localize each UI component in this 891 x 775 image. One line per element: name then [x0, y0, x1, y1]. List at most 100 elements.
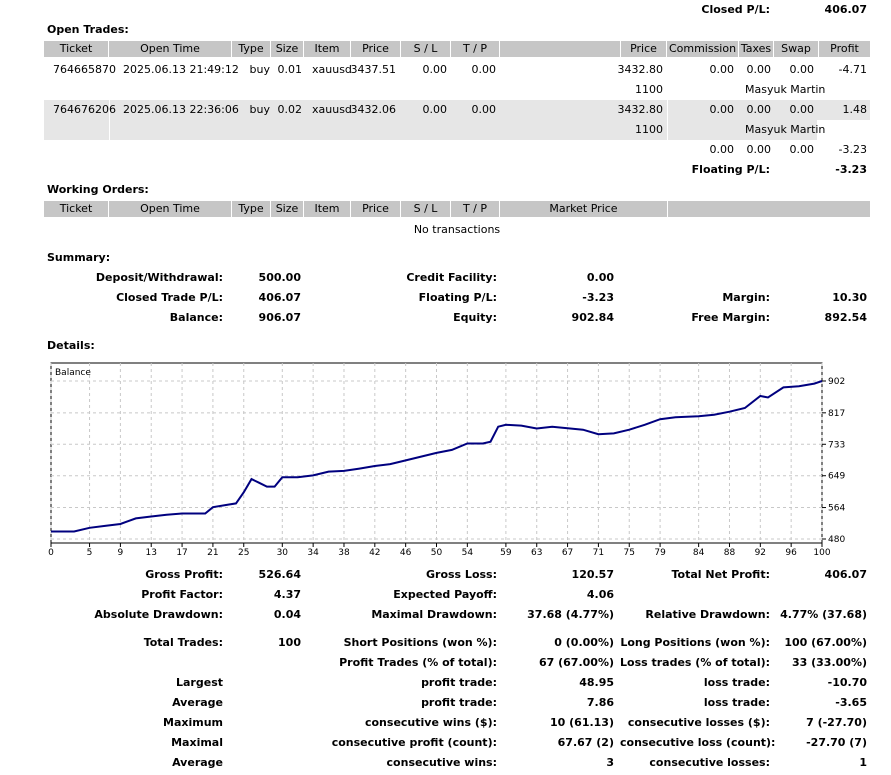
col-price: Price: [362, 202, 389, 215]
price-cell: 3437.51: [350, 63, 397, 76]
tp-cell: 0.00: [471, 63, 497, 76]
col-open-time: Open Time: [140, 42, 200, 55]
col-swap: Swap: [781, 42, 811, 55]
open-trades-header: Ticket Open Time Type Size Item Price S …: [44, 41, 870, 57]
col-commission: Commission: [668, 42, 737, 55]
gross-loss-label: Gross Loss:: [426, 568, 497, 581]
loss-trades-value: 33 (33.00%): [791, 656, 867, 669]
total-taxes: 0.00: [746, 143, 772, 156]
col-ticket: Ticket: [59, 42, 93, 55]
x-tick-label: 5: [87, 548, 93, 558]
relative-drawdown-label: Relative Drawdown:: [645, 608, 770, 621]
x-tick-label: 71: [593, 548, 604, 558]
col-size: Size: [275, 42, 299, 55]
col-sl: S / L: [413, 202, 438, 215]
col-taxes: Taxes: [740, 42, 772, 55]
absolute-drawdown-value: 0.04: [273, 608, 301, 621]
balance-chart: 0 5 9 13 17 21 25 30 34 38 42 46 50 54 59 63 67 71 75 79 84 8…: [48, 362, 845, 558]
col-type: Type: [238, 42, 264, 55]
x-tick-label: 96: [785, 548, 797, 558]
maximal-drawdown-value: 37.68 (4.77%): [527, 608, 614, 621]
x-tick-label: 67: [562, 548, 573, 558]
x-tick-label: 50: [431, 548, 443, 558]
closed-trade-value: 406.07: [258, 291, 301, 304]
col-tp: T / P: [462, 202, 488, 215]
deposit-label: Deposit/Withdrawal:: [95, 271, 223, 284]
closed-pl-label: Closed P/L:: [701, 3, 770, 16]
x-tick-label: 59: [500, 548, 512, 558]
open-trades-title: Open Trades:: [47, 23, 129, 36]
equity-value: 902.84: [571, 311, 614, 324]
working-orders-title: Working Orders:: [47, 183, 149, 196]
y-tick-label: 817: [828, 409, 845, 419]
ticket-cell: 764665870: [53, 63, 116, 76]
summary-title: Summary:: [47, 251, 111, 264]
open-time-cell: 2025.06.13 22:36:06: [123, 103, 239, 116]
item-cell: xauusd: [312, 103, 352, 116]
total-trades-value: 100: [278, 636, 301, 649]
sl-cell: 0.00: [422, 103, 448, 116]
total-commission: 0.00: [709, 143, 735, 156]
y-tick-label: 480: [828, 535, 845, 545]
largest-profit-value: 48.95: [579, 676, 614, 689]
x-tick-label: 9: [118, 548, 124, 558]
summary-floating-label: Floating P/L:: [418, 291, 497, 304]
average-wins-label: consecutive wins:: [386, 756, 497, 769]
margin-label: Margin:: [722, 291, 770, 304]
total-net-profit-label: Total Net Profit:: [671, 568, 771, 581]
x-tick-label: 42: [369, 548, 380, 558]
average-profit-value: 7.86: [586, 696, 614, 709]
ticket-cell: 764676206: [53, 103, 116, 116]
x-tick-label: 17: [176, 548, 187, 558]
col-tp: T / P: [462, 42, 488, 55]
long-positions-label: Long Positions (won %):: [620, 636, 770, 649]
col-blank: [500, 41, 620, 57]
maximal-profit-value: 67.67 (2): [557, 736, 614, 749]
type-cell: buy: [249, 103, 270, 116]
relative-drawdown-value: 4.77% (37.68): [780, 608, 867, 621]
x-tick-label: 34: [307, 548, 319, 558]
average-consecutive-label: Average: [172, 756, 223, 769]
average-losses-value: 1: [859, 756, 867, 769]
sub-name-cell: Masyuk Martin: [745, 83, 826, 96]
maximal-drawdown-label: Maximal Drawdown:: [371, 608, 497, 621]
x-tick-label: 75: [624, 548, 635, 558]
col-item: Item: [314, 202, 340, 215]
y-axis-ticks: 480 564 649 733 817 902: [822, 377, 845, 545]
average-loss-value: -3.65: [835, 696, 867, 709]
x-tick-label: 79: [654, 548, 666, 558]
y-tick-label: 733: [828, 440, 845, 450]
largest-loss-label: loss trade:: [703, 676, 770, 689]
cur-price-cell: 3432.80: [617, 103, 664, 116]
y-tick-label: 649: [828, 472, 845, 482]
sl-cell: 0.00: [422, 63, 448, 76]
x-tick-label: 54: [462, 548, 474, 558]
maximum-wins-label: consecutive wins ($):: [364, 716, 497, 729]
largest-loss-value: -10.70: [827, 676, 867, 689]
commission-cell: 0.00: [709, 63, 735, 76]
col-open-time: Open Time: [140, 202, 200, 215]
tp-cell: 0.00: [471, 103, 497, 116]
profit-factor-label: Profit Factor:: [141, 588, 223, 601]
x-tick-label: 84: [693, 548, 705, 558]
profit-trades-value: 67 (67.00%): [538, 656, 614, 669]
average-label: Average: [172, 696, 223, 709]
size-cell: 0.02: [277, 103, 303, 116]
col-size: Size: [275, 202, 299, 215]
total-profit: -3.23: [838, 143, 867, 156]
table-row-highlight: [44, 100, 870, 120]
no-transactions: No transactions: [413, 223, 501, 236]
x-tick-label: 92: [755, 548, 766, 558]
deposit-value: 500.00: [258, 271, 301, 284]
profit-factor-value: 4.37: [273, 588, 301, 601]
gross-profit-label: Gross Profit:: [145, 568, 223, 581]
swap-cell: 0.00: [789, 103, 815, 116]
taxes-cell: 0.00: [746, 63, 772, 76]
col-cur-price: Price: [630, 42, 657, 55]
profit-trades-label: Profit Trades (% of total):: [339, 656, 497, 669]
balance-line: [51, 380, 823, 533]
average-losses-label: consecutive losses:: [649, 756, 770, 769]
col-price: Price: [362, 42, 389, 55]
largest-label: Largest: [176, 676, 223, 689]
maximal-profit-label: consecutive profit (count):: [331, 736, 497, 749]
